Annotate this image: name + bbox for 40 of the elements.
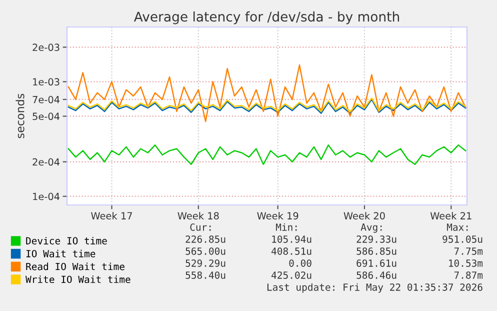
y-tick-label: 1e-03 <box>33 78 60 86</box>
text: 7.75m <box>454 248 483 255</box>
text: Max: <box>446 224 468 231</box>
y-tick-label: 2e-03 <box>32 44 60 52</box>
legend-label: IO Wait time <box>26 250 96 258</box>
line-series <box>68 64 466 122</box>
legend-label: Write IO Wait time <box>26 276 130 284</box>
text: 226.85u <box>186 235 226 243</box>
text: 0.00 <box>289 259 312 267</box>
text: 7.87m <box>454 271 483 279</box>
text: 105.94u <box>272 235 312 243</box>
text: 565.00u <box>186 247 226 255</box>
y-tick-label: 7e-04 <box>32 96 60 104</box>
y-tick-label: 5e-04 <box>32 112 60 120</box>
x-tick-label: Week 19 <box>257 212 298 220</box>
text: 408.51u <box>272 247 312 255</box>
text: 10.53m <box>449 259 483 267</box>
y-tick-label: 1e-04 <box>33 192 60 200</box>
text: Last update: Fri May 22 01:35:37 2026 <box>267 283 482 293</box>
text: Min: <box>276 223 297 231</box>
chart-title: Average latency for /dev/sda - by month <box>134 11 400 24</box>
x-tick-label: Week 17 <box>91 212 132 220</box>
text: 229.33u <box>356 235 396 243</box>
text: 691.61u <box>356 259 396 267</box>
x-tick-label: Week 18 <box>178 212 219 220</box>
text: 586.85u <box>356 247 396 255</box>
text: 558.40u <box>186 271 226 279</box>
text: 951.05u <box>442 235 482 243</box>
text: Avg: <box>360 224 382 233</box>
legend-label: Device IO time <box>26 236 107 244</box>
line-series <box>68 144 466 165</box>
legend-label: Read IO Wait time <box>26 262 124 270</box>
text: Cur: <box>190 223 211 231</box>
y-tick-label: 2e-04 <box>32 158 60 166</box>
text: 529.29u <box>186 259 226 267</box>
text: 586.46u <box>356 271 396 279</box>
x-tick-label: Week 20 <box>344 212 385 220</box>
x-tick-label: Week 21 <box>430 212 472 220</box>
text: 425.02u <box>272 271 312 279</box>
y-axis-title: seconds <box>16 94 24 138</box>
